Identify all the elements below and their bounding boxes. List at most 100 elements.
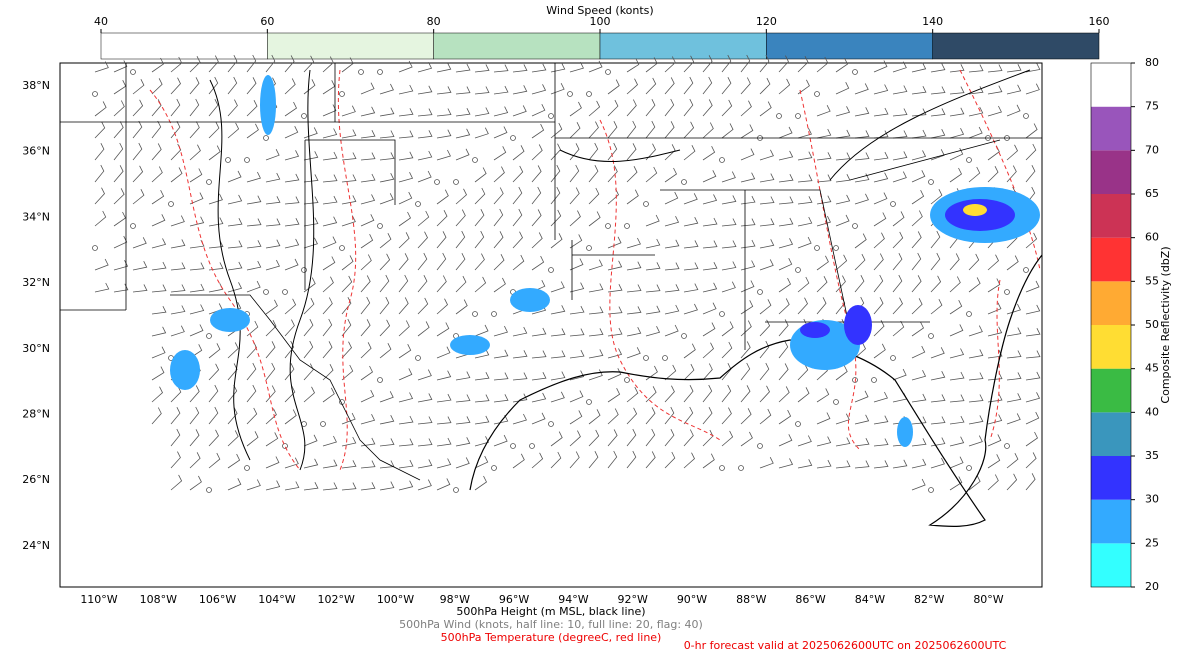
wind-barb bbox=[569, 210, 581, 227]
reflectivity-color-segment bbox=[1091, 456, 1131, 500]
wind-barb bbox=[968, 253, 980, 271]
wind-barb bbox=[189, 216, 205, 227]
wind-barb bbox=[911, 275, 922, 293]
calm-circle bbox=[719, 311, 725, 317]
wind-barb bbox=[436, 252, 447, 271]
wind-barb bbox=[474, 475, 488, 491]
wind-barb bbox=[702, 194, 718, 205]
wind-barb bbox=[398, 438, 414, 447]
wind-barb bbox=[531, 209, 542, 227]
calm-circle bbox=[510, 135, 516, 141]
wind-barb bbox=[778, 258, 793, 271]
wind-barb bbox=[949, 476, 963, 491]
wind-barb bbox=[987, 302, 1002, 315]
reflectivity-color-segment bbox=[1091, 106, 1131, 151]
wind-barb bbox=[474, 415, 490, 425]
wind-barb bbox=[246, 218, 262, 227]
wind-barb bbox=[474, 455, 489, 469]
wind-barb bbox=[398, 84, 414, 95]
wind-barb bbox=[645, 120, 656, 139]
wind-barb bbox=[360, 130, 376, 139]
wind-tick-label: 120 bbox=[756, 15, 777, 28]
wind-barb bbox=[132, 237, 147, 249]
wind-barb bbox=[436, 86, 452, 95]
wind-barb bbox=[626, 237, 641, 249]
wind-barb bbox=[208, 262, 224, 271]
wind-barb bbox=[341, 105, 356, 117]
wind-barb bbox=[284, 385, 296, 403]
wind-barb bbox=[360, 106, 376, 117]
wind-barb bbox=[360, 173, 376, 183]
calm-circle bbox=[795, 113, 801, 119]
wind-barb bbox=[398, 480, 414, 491]
calm-circle bbox=[738, 465, 744, 471]
state-borders bbox=[60, 63, 1042, 481]
wind-barb bbox=[360, 319, 371, 337]
wind-barb bbox=[607, 260, 623, 271]
wind-barb bbox=[740, 124, 754, 139]
wind-barb bbox=[1025, 280, 1040, 293]
wind-barb bbox=[474, 187, 486, 205]
reflectivity-echoes bbox=[170, 75, 1040, 447]
wind-barb bbox=[607, 306, 623, 315]
longitude-label: 106°W bbox=[199, 593, 236, 606]
calm-circle bbox=[415, 201, 421, 207]
wind-barb bbox=[683, 406, 694, 425]
wind-barb bbox=[854, 438, 870, 447]
wind-barb bbox=[778, 217, 794, 227]
wind-barb bbox=[493, 64, 509, 73]
wind-barb bbox=[550, 62, 566, 73]
wind-barb bbox=[664, 324, 679, 337]
wind-barb bbox=[607, 388, 621, 403]
wind-barb bbox=[664, 239, 680, 249]
wind-barb bbox=[778, 238, 794, 249]
calm-circle bbox=[605, 69, 611, 75]
wind-barb bbox=[493, 414, 509, 425]
latitude-label: 38°N bbox=[22, 79, 50, 92]
wind-barb bbox=[949, 300, 963, 315]
wind-barb bbox=[1006, 303, 1021, 315]
wind-barb bbox=[322, 56, 334, 73]
wind-barb bbox=[911, 86, 927, 95]
wind-barb bbox=[854, 233, 867, 249]
wind-color-segment bbox=[766, 32, 933, 60]
wind-barb bbox=[759, 340, 770, 359]
wind-barb bbox=[360, 234, 374, 249]
wind-barb bbox=[873, 297, 884, 315]
wind-barb bbox=[493, 126, 508, 139]
wind-barb bbox=[113, 188, 125, 205]
wind-barb bbox=[778, 55, 789, 73]
wind-barb bbox=[189, 475, 202, 491]
wind-barb bbox=[512, 326, 528, 337]
wind-barb bbox=[265, 259, 280, 271]
wind-barb bbox=[227, 55, 238, 73]
calm-circle bbox=[928, 333, 934, 339]
wind-barb bbox=[683, 145, 696, 161]
wind-barb bbox=[417, 108, 433, 117]
wind-barb bbox=[417, 275, 428, 293]
wind-barb bbox=[664, 451, 676, 469]
reflectivity-label: Composite Reflectivity (dbZ) bbox=[1159, 246, 1172, 403]
wind-barb bbox=[170, 121, 181, 139]
wind-barb bbox=[531, 63, 547, 73]
wind-barb bbox=[626, 450, 637, 469]
wind-barb bbox=[987, 474, 999, 491]
wind-barb bbox=[303, 340, 314, 359]
wind-barb bbox=[626, 284, 642, 293]
wind-barb bbox=[569, 305, 585, 315]
wind-barb bbox=[417, 130, 433, 139]
wind-barb bbox=[930, 347, 945, 359]
wind-barb bbox=[360, 365, 374, 381]
wind-barb bbox=[816, 436, 832, 447]
wind-barb bbox=[151, 214, 166, 227]
wind-barb bbox=[778, 174, 794, 183]
latitude-labels: 38°N 36°N 34°N 32°N 30°N 28°N 26°N 24°N bbox=[22, 79, 50, 552]
wind-color-segment bbox=[100, 32, 268, 60]
wind-barb bbox=[303, 386, 315, 403]
wind-barb bbox=[930, 252, 941, 271]
wind-barb bbox=[702, 170, 717, 183]
wind-barb bbox=[436, 189, 449, 205]
wind-barb bbox=[911, 231, 922, 249]
wind-barb bbox=[588, 100, 601, 117]
wind-barb bbox=[626, 99, 637, 117]
